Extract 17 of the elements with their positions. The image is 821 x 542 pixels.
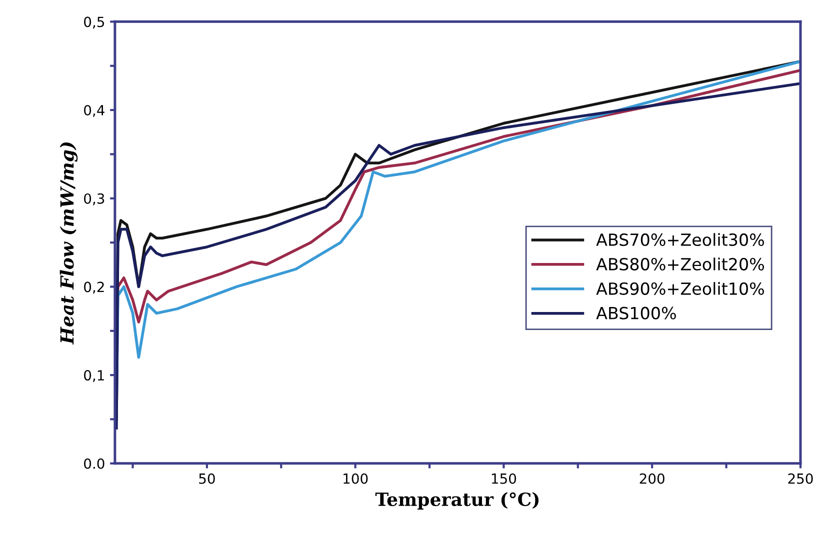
legend-label: ABS90%+Zeolit10% (596, 282, 764, 295)
x-axis-title: Temperatur (°C) (375, 492, 538, 510)
y-axis-title: Heat Flow (mW/mg) (60, 142, 78, 345)
y-tick-label: 0,3 (84, 193, 104, 206)
legend-label: ABS80%+Zeolit20% (596, 258, 764, 270)
y-tick-label: 0,2 (84, 282, 104, 294)
legend-label: ABS70%+Zeolit30% (596, 233, 764, 246)
y-tick-label: 0.0 (84, 458, 104, 469)
x-tick-label: 200 (640, 473, 664, 484)
x-tick-label: 150 (492, 473, 516, 484)
legend-label: ABS100% (596, 306, 676, 320)
y-tick-label: 0,1 (84, 370, 104, 382)
x-tick-label: 50 (199, 473, 215, 484)
y-tick-label: 0,5 (84, 16, 104, 29)
y-tick-label: 0,4 (84, 104, 104, 117)
x-tick-label: 100 (344, 473, 368, 484)
x-tick-label: 250 (788, 473, 813, 484)
